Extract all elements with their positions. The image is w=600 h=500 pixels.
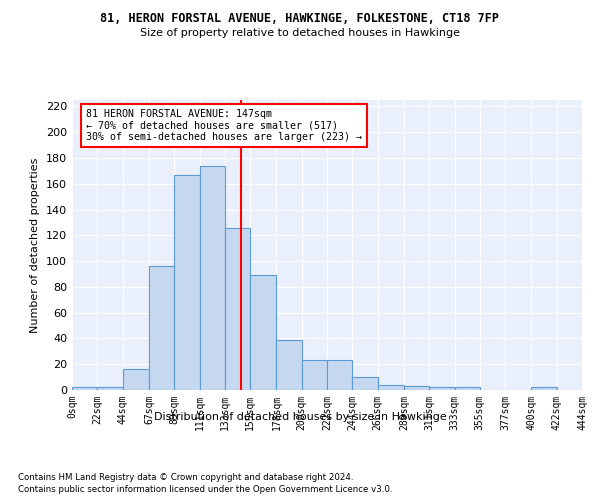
Bar	[532, 388, 557, 390]
Bar	[377, 385, 404, 390]
Text: Contains public sector information licensed under the Open Government Licence v3: Contains public sector information licen…	[18, 485, 392, 494]
Bar	[225, 228, 250, 390]
Bar	[455, 388, 480, 390]
Bar	[122, 370, 149, 390]
Text: Contains HM Land Registry data © Crown copyright and database right 2024.: Contains HM Land Registry data © Crown c…	[18, 472, 353, 482]
Text: Distribution of detached houses by size in Hawkinge: Distribution of detached houses by size …	[154, 412, 446, 422]
Bar	[72, 388, 97, 390]
Bar	[429, 388, 455, 390]
Text: Size of property relative to detached houses in Hawkinge: Size of property relative to detached ho…	[140, 28, 460, 38]
Bar	[302, 360, 327, 390]
Text: 81, HERON FORSTAL AVENUE, HAWKINGE, FOLKESTONE, CT18 7FP: 81, HERON FORSTAL AVENUE, HAWKINGE, FOLK…	[101, 12, 499, 26]
Bar	[404, 386, 429, 390]
Bar	[582, 386, 600, 390]
Bar	[199, 166, 225, 390]
Bar	[352, 377, 377, 390]
Bar	[327, 360, 352, 390]
Bar	[149, 266, 174, 390]
Bar	[174, 175, 199, 390]
Y-axis label: Number of detached properties: Number of detached properties	[31, 158, 40, 332]
Bar	[97, 388, 122, 390]
Bar	[277, 340, 302, 390]
Text: 81 HERON FORSTAL AVENUE: 147sqm
← 70% of detached houses are smaller (517)
30% o: 81 HERON FORSTAL AVENUE: 147sqm ← 70% of…	[86, 109, 362, 142]
Bar	[250, 276, 277, 390]
